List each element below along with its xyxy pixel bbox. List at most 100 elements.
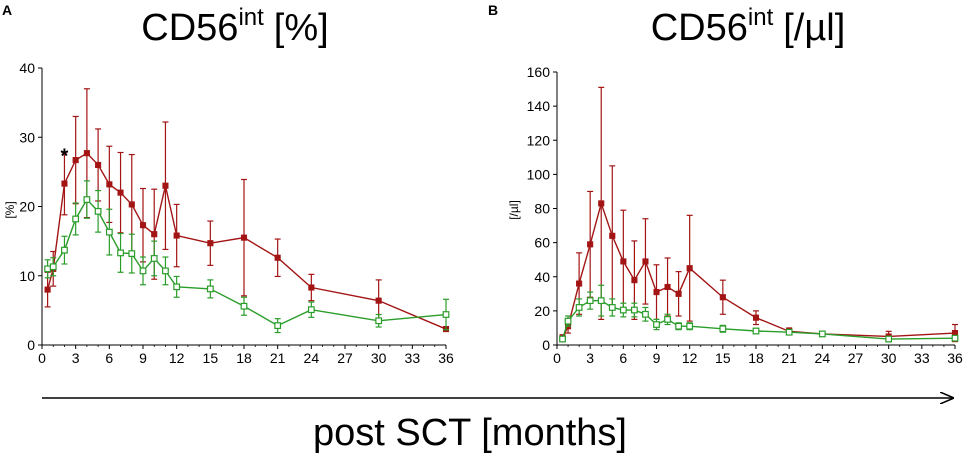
data-point [686, 322, 694, 330]
significance-asterisk: * [61, 146, 69, 168]
panel-a-ylabel: [%] [3, 201, 17, 218]
x-tick-label: 0 [38, 350, 46, 366]
data-point [675, 290, 682, 297]
data-point [642, 258, 649, 265]
data-point [150, 255, 158, 262]
y-tick-label: 0 [542, 337, 550, 353]
data-point [686, 265, 693, 272]
data-point [95, 161, 102, 168]
x-tick-label: 3 [72, 350, 80, 366]
data-point [308, 284, 315, 291]
data-point [375, 317, 383, 325]
data-point [61, 246, 68, 254]
x-tick-label: 27 [848, 350, 864, 366]
data-point [307, 306, 315, 314]
y-tick-label: 0 [27, 337, 35, 353]
series-red [559, 86, 959, 343]
data-point [162, 267, 169, 275]
data-point [586, 297, 594, 305]
data-point [597, 297, 605, 305]
data-point [106, 181, 113, 188]
x-tick-label: 9 [139, 350, 147, 366]
y-tick-label: 140 [527, 98, 551, 114]
y-tick-label: 40 [534, 269, 550, 285]
data-point [620, 258, 627, 265]
x-tick-label: 33 [914, 350, 930, 366]
data-point [885, 335, 893, 343]
data-point [818, 330, 826, 338]
data-point [44, 286, 51, 293]
data-point [240, 234, 248, 241]
y-tick-label: 60 [534, 235, 550, 251]
data-point [653, 321, 660, 328]
series-green [559, 284, 959, 343]
data-point [608, 304, 616, 311]
x-tick-label: 3 [586, 350, 594, 366]
data-point [162, 182, 169, 189]
data-point [664, 316, 671, 323]
data-point [139, 267, 147, 275]
data-point [719, 294, 726, 301]
data-point [631, 277, 638, 284]
x-tick-label: 15 [203, 350, 219, 366]
data-point [609, 232, 616, 239]
data-point [619, 306, 627, 314]
x-tick-label: 18 [748, 350, 764, 366]
data-point [72, 157, 79, 164]
x-tick-label: 30 [881, 350, 897, 366]
data-point [576, 280, 583, 287]
x-tick-label: 27 [337, 350, 353, 366]
data-point [61, 180, 68, 187]
y-tick-label: 20 [19, 199, 35, 215]
x-tick-label: 9 [653, 350, 661, 366]
x-tick-label: 21 [781, 350, 797, 366]
data-point [83, 196, 91, 203]
x-tick-label: 12 [682, 350, 698, 366]
y-tick-label: 30 [19, 129, 35, 145]
y-tick-label: 10 [19, 268, 35, 284]
data-point [653, 289, 660, 296]
data-point [274, 254, 281, 261]
x-tick-label: 33 [405, 350, 421, 366]
data-point [49, 263, 57, 271]
data-point [139, 222, 147, 229]
y-tick-label: 80 [534, 201, 550, 217]
data-point [128, 250, 136, 257]
panel-b-ylabel: [/µl] [507, 200, 521, 220]
x-tick-label: 6 [105, 350, 113, 366]
y-tick-label: 120 [527, 132, 551, 148]
data-point [675, 322, 683, 330]
y-tick-label: 160 [527, 64, 551, 80]
y-tick-label: 100 [527, 166, 551, 182]
panel-a-letter: A [2, 2, 12, 18]
data-point [630, 306, 638, 314]
x-tick-label: 6 [619, 350, 627, 366]
x-tick-label: 0 [553, 350, 561, 366]
data-point [173, 232, 180, 239]
x-axis-label: post SCT [months] [313, 412, 627, 454]
data-point [151, 231, 158, 238]
panel-b-letter: B [488, 2, 498, 18]
panel-b-title: CD56int [/µl] [651, 4, 846, 49]
x-tick-label: 12 [169, 350, 185, 366]
x-tick-label: 36 [947, 350, 963, 366]
data-point [94, 207, 102, 215]
x-tick-label: 30 [371, 350, 387, 366]
data-point [664, 283, 671, 291]
data-point [598, 200, 605, 207]
x-tick-label: 24 [815, 350, 831, 366]
x-tick-label: 36 [438, 350, 454, 366]
data-point [128, 201, 135, 208]
data-point [719, 325, 727, 333]
data-point [564, 317, 572, 325]
data-point [117, 249, 124, 257]
series-green [44, 180, 450, 334]
data-point [83, 150, 90, 157]
data-point [559, 335, 566, 343]
data-point [752, 314, 760, 321]
data-point [44, 265, 52, 273]
data-point [117, 189, 124, 196]
data-point [442, 311, 450, 318]
